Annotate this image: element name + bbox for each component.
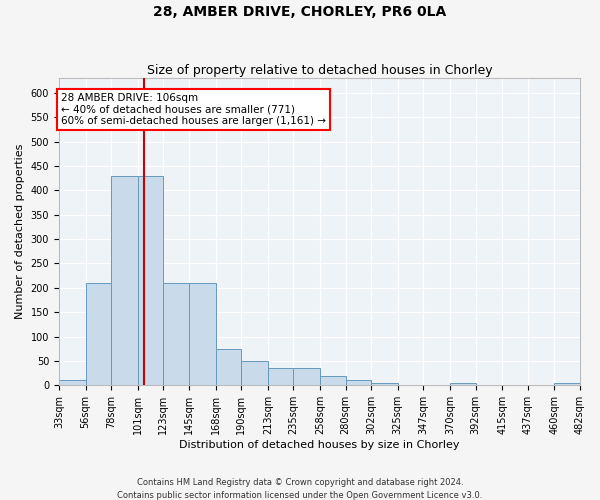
X-axis label: Distribution of detached houses by size in Chorley: Distribution of detached houses by size … bbox=[179, 440, 460, 450]
Text: 28, AMBER DRIVE, CHORLEY, PR6 0LA: 28, AMBER DRIVE, CHORLEY, PR6 0LA bbox=[154, 5, 446, 19]
Text: Contains HM Land Registry data © Crown copyright and database right 2024.
Contai: Contains HM Land Registry data © Crown c… bbox=[118, 478, 482, 500]
Bar bbox=[320, 376, 346, 386]
Bar bbox=[111, 176, 138, 386]
Bar bbox=[86, 283, 111, 386]
Bar bbox=[268, 368, 293, 386]
Text: 28 AMBER DRIVE: 106sqm
← 40% of detached houses are smaller (771)
60% of semi-de: 28 AMBER DRIVE: 106sqm ← 40% of detached… bbox=[61, 93, 326, 126]
Bar bbox=[371, 383, 398, 386]
Bar bbox=[189, 283, 215, 386]
Bar bbox=[59, 380, 86, 386]
Bar bbox=[450, 383, 476, 386]
Bar bbox=[346, 380, 371, 386]
Bar bbox=[293, 368, 320, 386]
Y-axis label: Number of detached properties: Number of detached properties bbox=[15, 144, 25, 320]
Bar bbox=[138, 176, 163, 386]
Bar bbox=[163, 283, 189, 386]
Bar bbox=[215, 349, 241, 386]
Bar bbox=[554, 383, 580, 386]
Title: Size of property relative to detached houses in Chorley: Size of property relative to detached ho… bbox=[146, 64, 492, 77]
Bar bbox=[241, 361, 268, 386]
